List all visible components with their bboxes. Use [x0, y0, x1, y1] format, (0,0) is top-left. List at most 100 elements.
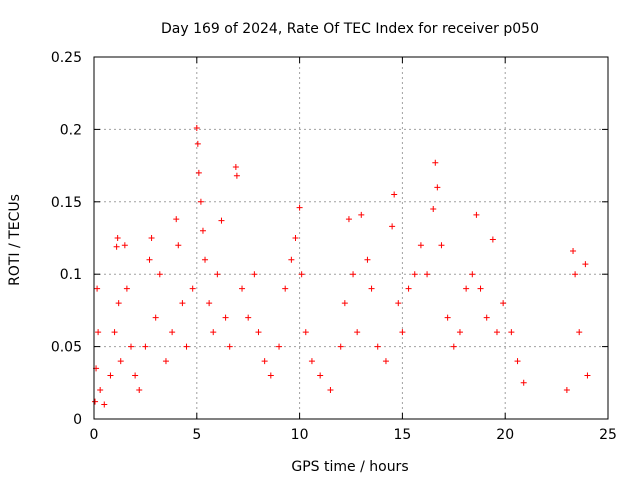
- data-point: [417, 242, 424, 249]
- data-point: [94, 285, 101, 292]
- data-point: [576, 329, 583, 336]
- data-point: [233, 172, 240, 179]
- x-tick-label: 5: [192, 427, 201, 443]
- data-point: [438, 242, 445, 249]
- y-tick-label: 0.1: [60, 267, 82, 283]
- data-point: [169, 329, 176, 336]
- data-point: [296, 204, 303, 211]
- data-point: [115, 300, 122, 307]
- data-point: [179, 300, 186, 307]
- data-point: [101, 401, 108, 408]
- data-point: [368, 285, 375, 292]
- data-point: [358, 211, 365, 218]
- data-point: [146, 256, 153, 263]
- data-point: [450, 343, 457, 350]
- data-point: [584, 372, 591, 379]
- data-point: [195, 169, 202, 176]
- data-point: [514, 358, 521, 365]
- plot-frame: [93, 56, 609, 420]
- data-point: [121, 242, 128, 249]
- data-point: [292, 235, 299, 241]
- data-point: [136, 387, 143, 394]
- data-point: [114, 235, 121, 241]
- data-point: [570, 248, 577, 255]
- data-point: [202, 256, 209, 263]
- data-point: [430, 206, 437, 213]
- data-point: [350, 271, 357, 278]
- data-point: [572, 271, 579, 278]
- data-point: [364, 256, 371, 263]
- data-point: [327, 387, 334, 394]
- chart-title: Day 169 of 2024, Rate Of TEC Index for r…: [161, 21, 539, 37]
- data-point: [113, 243, 120, 250]
- x-tick-label: 25: [599, 427, 617, 443]
- data-point: [469, 271, 476, 278]
- data-point: [111, 329, 118, 336]
- data-point: [175, 242, 182, 249]
- y-tick-label: 0.25: [51, 50, 82, 66]
- data-point: [95, 329, 102, 336]
- data-point: [563, 387, 570, 394]
- data-point: [226, 343, 233, 350]
- data-point: [245, 314, 252, 321]
- x-axis-label: GPS time / hours: [291, 459, 408, 475]
- data-point: [255, 329, 262, 336]
- data-point: [142, 343, 149, 350]
- y-tick-label: 0: [73, 412, 82, 428]
- data-point: [493, 329, 500, 336]
- data-point: [456, 329, 463, 336]
- data-points: [92, 124, 591, 408]
- data-point: [239, 285, 246, 292]
- data-point: [477, 285, 484, 292]
- data-point: [148, 235, 155, 241]
- data-point: [117, 358, 124, 365]
- data-point: [444, 314, 451, 321]
- data-point: [214, 271, 221, 278]
- x-tick-label: 0: [90, 427, 99, 443]
- data-point: [193, 124, 200, 131]
- data-point: [183, 343, 190, 350]
- data-point: [302, 329, 309, 336]
- data-point: [374, 343, 381, 350]
- data-point: [434, 184, 441, 191]
- x-tick-label: 20: [496, 427, 514, 443]
- data-point: [267, 372, 274, 379]
- data-point: [107, 372, 114, 379]
- data-point: [132, 372, 139, 379]
- x-tick-label: 15: [393, 427, 411, 443]
- data-point: [391, 191, 398, 198]
- data-point: [489, 236, 496, 243]
- data-point: [405, 285, 412, 292]
- data-point: [128, 343, 135, 350]
- data-point: [222, 314, 229, 321]
- x-tick-label: 10: [291, 427, 309, 443]
- data-point: [206, 300, 213, 307]
- data-point: [92, 398, 99, 405]
- data-point: [508, 329, 515, 336]
- data-point: [210, 329, 217, 336]
- data-point: [261, 358, 268, 365]
- data-point: [288, 256, 295, 263]
- data-point: [345, 216, 352, 223]
- data-point: [308, 358, 315, 365]
- data-point: [298, 271, 305, 278]
- data-point: [218, 217, 225, 224]
- data-point: [173, 216, 180, 223]
- data-point: [424, 271, 431, 278]
- data-point: [162, 358, 169, 365]
- axis-ticks: 0 5 10 15 20 25 0 0.05 0.1 0.15 0.2 0.25: [51, 50, 617, 443]
- y-tick-label: 0.05: [51, 340, 82, 356]
- data-point: [123, 285, 130, 292]
- data-point: [97, 387, 104, 394]
- data-point: [251, 271, 258, 278]
- data-point: [463, 285, 470, 292]
- data-point: [389, 223, 396, 230]
- data-point: [341, 300, 348, 307]
- data-point: [199, 227, 206, 234]
- data-point: [582, 261, 589, 268]
- data-point: [473, 211, 480, 218]
- data-point: [317, 372, 324, 379]
- data-point: [483, 314, 490, 321]
